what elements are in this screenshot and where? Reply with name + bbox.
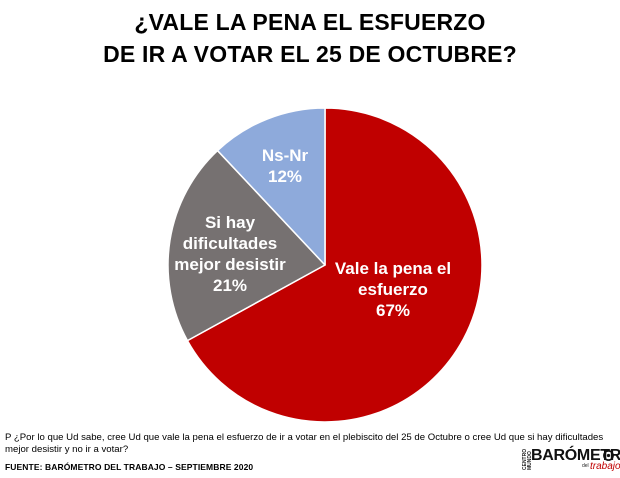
pie-slice-si-hay-dificultades-mejor-desistir <box>167 149 326 342</box>
slice-label-ns-nr: Ns-Nr 12% <box>240 145 330 187</box>
slice-label-si-hay-value: 21% <box>212 276 248 295</box>
slice-label-ns-nr-value: 12% <box>267 167 303 186</box>
slice-label-vale-text-2: esfuerzo <box>358 280 428 299</box>
slice-label-si-hay-text-3: mejor desistir <box>174 255 286 274</box>
source-note: FUENTE: BARÓMETRO DEL TRABAJO – SEPTIEMB… <box>5 462 254 472</box>
barometro-logo: CENTRO MUNDO BARÓMETR del trabajo <box>522 446 620 474</box>
logo-sub-text: trabajo <box>590 461 620 472</box>
chart-title-line-2: DE IR A VOTAR EL 25 DE OCTUBRE? <box>103 41 517 67</box>
pie-slice-ns-nr <box>216 107 326 266</box>
slice-label-ns-nr-text: Ns-Nr <box>261 146 309 165</box>
slice-label-vale-value: 67% <box>375 301 411 320</box>
pie-chart <box>167 107 483 423</box>
slice-label-si-hay: Si hay dificultades mejor desistir 21% <box>160 212 300 296</box>
slice-label-vale: Vale la pena el esfuerzo 67% <box>318 258 468 321</box>
slice-label-si-hay-text-1: Si hay <box>204 213 256 232</box>
chart-title-line-1: ¿VALE LA PENA EL ESFUERZO <box>134 9 486 35</box>
pie-slice-vale-la-pena-el-esfuerzo <box>186 107 483 423</box>
slice-label-vale-text-1: Vale la pena el <box>334 259 452 278</box>
slice-label-si-hay-text-2: dificultades <box>182 234 278 253</box>
logo-sub-small-text: del <box>582 463 589 469</box>
logo-o-icon <box>603 450 614 461</box>
survey-question: P ¿Por lo que Ud sabe, cree Ud que vale … <box>5 432 604 455</box>
logo-main-text: BARÓMETR <box>531 447 620 464</box>
